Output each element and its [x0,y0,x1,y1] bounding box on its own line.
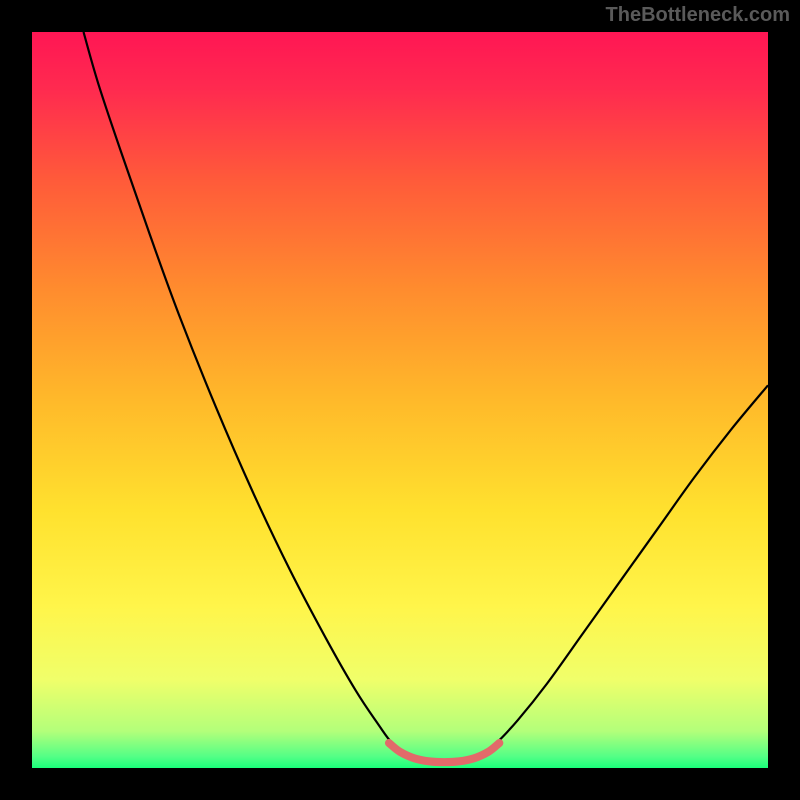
chart-svg [32,32,768,768]
chart-container: TheBottleneck.com [0,0,800,800]
watermark-text: TheBottleneck.com [606,4,790,27]
plot-area [32,32,768,768]
gradient-background [32,32,768,768]
